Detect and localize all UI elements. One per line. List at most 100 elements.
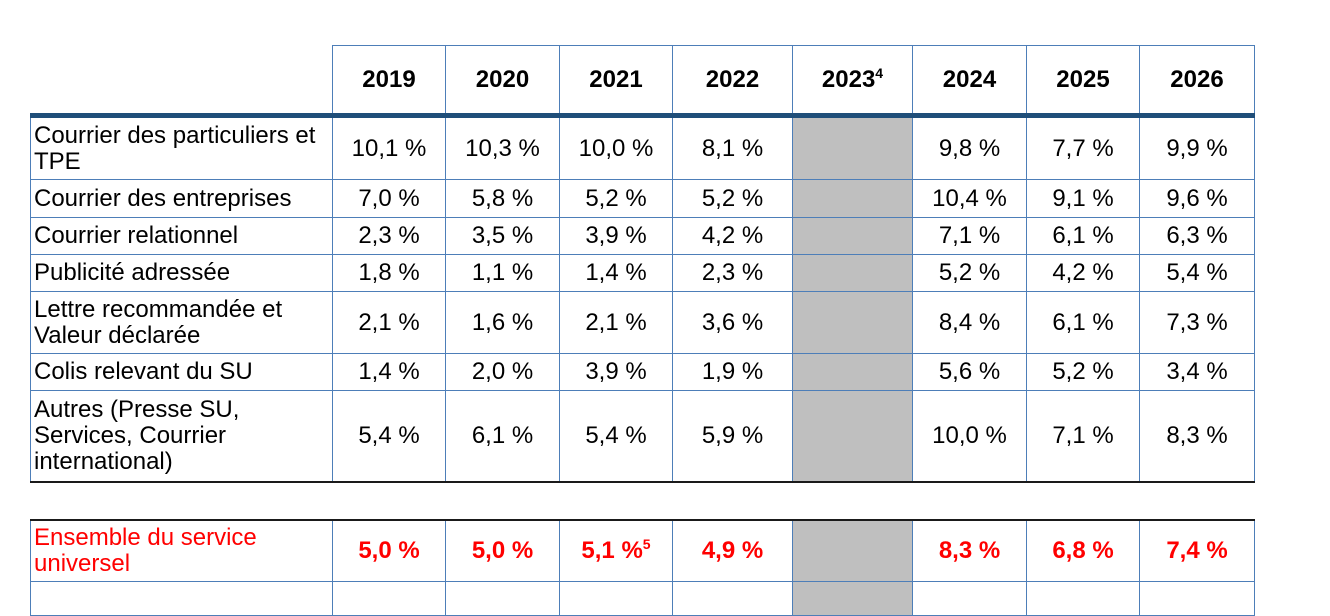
row-label-cell: Courrier des entreprises	[30, 179, 333, 218]
table-row: Courrier des particuliers et TPE 10,1 % 10…	[30, 115, 1255, 180]
value-cell: 9,8 %	[912, 115, 1027, 180]
year-header-2021: 2021	[559, 45, 673, 118]
row-label-cell: Courrier relationnel	[30, 217, 333, 255]
value-cell: 5,2 %	[559, 179, 673, 218]
shaded-2023-cell	[792, 179, 913, 218]
value-cell: 3,4 %	[1139, 353, 1255, 391]
value-cell: 9,6 %	[1139, 179, 1255, 218]
shaded-2023-cell	[792, 519, 913, 582]
value-cell: 5,2 %	[1026, 353, 1140, 391]
value-cell: 8,1 %	[672, 115, 793, 180]
value-cell: 2,0 %	[445, 353, 560, 391]
value-cell: 10,3 %	[445, 115, 560, 180]
year-header-2026: 2026	[1139, 45, 1255, 118]
document-page: 2019 2020 2021 2022 20234 2024 2025 2026 Courri…	[30, 45, 1255, 616]
year-label: 2024	[942, 65, 997, 93]
value-cell: 10,1 %	[332, 115, 446, 180]
summary-value-cell: 4,9 %	[672, 519, 793, 582]
value-cell: 1,8 %	[332, 254, 446, 292]
value-cell: 2,3 %	[672, 254, 793, 292]
tariff-table-header: 2019 2020 2021 2022 20234 2024 2025 2026	[30, 45, 1255, 118]
summary-value-cell: 5,1 %5	[559, 519, 673, 582]
value-cell: 5,4 %	[559, 390, 673, 483]
value-cell: 1,4 %	[559, 254, 673, 292]
year-header-2023: 20234	[792, 45, 913, 118]
empty-cell	[672, 580, 793, 616]
table-row: Lettre recommandée et Valeur déclarée 2,1…	[30, 291, 1255, 354]
shaded-2023-cell	[792, 254, 913, 292]
table-row: Courrier relationnel 2,3 % 3,5 % 3,9 % 4,2 %…	[30, 217, 1255, 255]
table-row: Autres (Presse SU, Services, Courrier in…	[30, 390, 1255, 483]
header-corner-spacer	[30, 45, 333, 118]
summary-table-body: Ensemble du service universel 5,0 % 5,0 % 5…	[30, 519, 1255, 616]
year-label: 2019	[362, 65, 416, 93]
value-cell: 10,0 %	[559, 115, 673, 180]
value-cell: 8,4 %	[912, 291, 1027, 354]
empty-cell	[912, 580, 1027, 616]
footnote-marker-4: 4	[875, 64, 884, 81]
summary-row: Ensemble du service universel 5,0 % 5,0 % 5…	[30, 519, 1255, 582]
value-cell: 4,2 %	[672, 217, 793, 255]
table-row: Colis relevant du SU 1,4 % 2,0 % 3,9 % 1,9 %…	[30, 353, 1255, 391]
value-cell: 3,5 %	[445, 217, 560, 255]
year-header-2020: 2020	[445, 45, 560, 118]
value-cell: 5,4 %	[332, 390, 446, 483]
summary-value-cell: 6,8 %	[1026, 519, 1140, 582]
value-cell: 7,1 %	[912, 217, 1027, 255]
value-cell: 10,4 %	[912, 179, 1027, 218]
value-cell: 7,7 %	[1026, 115, 1140, 180]
cell-text: 5,1 %	[581, 536, 643, 564]
value-cell: 4,2 %	[1026, 254, 1140, 292]
value-cell: 2,3 %	[332, 217, 446, 255]
shaded-2023-cell	[792, 580, 913, 616]
value-cell: 2,1 %	[332, 291, 446, 354]
year-label: 2021	[589, 65, 643, 93]
value-cell: 5,2 %	[912, 254, 1027, 292]
value-cell: 5,2 %	[672, 179, 793, 218]
value-cell: 6,1 %	[445, 390, 560, 483]
empty-cell	[445, 580, 560, 616]
value-cell: 7,1 %	[1026, 390, 1140, 483]
value-cell: 9,9 %	[1139, 115, 1255, 180]
shaded-2023-cell	[792, 115, 913, 180]
table-row: Courrier des entreprises 7,0 % 5,8 % 5,2 % 5…	[30, 179, 1255, 218]
empty-cell	[30, 580, 333, 616]
tariff-evolution-table: 2019 2020 2021 2022 20234 2024 2025 2026 Courri…	[30, 45, 1255, 483]
value-cell: 1,6 %	[445, 291, 560, 354]
shaded-2023-cell	[792, 217, 913, 255]
year-header-2025: 2025	[1026, 45, 1140, 118]
cutoff-row	[30, 580, 1255, 616]
value-cell: 5,4 %	[1139, 254, 1255, 292]
footnote-marker-5: 5	[642, 535, 651, 552]
year-label: 2025	[1056, 65, 1110, 93]
value-cell: 6,1 %	[1026, 291, 1140, 354]
row-label-cell: Lettre recommandée et Valeur déclarée	[30, 291, 333, 354]
empty-cell	[1139, 580, 1255, 616]
year-label: 2023	[821, 65, 876, 93]
row-label-cell: Colis relevant du SU	[30, 353, 333, 391]
value-cell: 5,9 %	[672, 390, 793, 483]
value-cell: 3,9 %	[559, 353, 673, 391]
value-cell: 5,8 %	[445, 179, 560, 218]
value-cell: 3,6 %	[672, 291, 793, 354]
value-cell: 3,9 %	[559, 217, 673, 255]
row-label-cell: Autres (Presse SU, Services, Courrier in…	[30, 390, 333, 483]
empty-cell	[332, 580, 446, 616]
summary-value-cell: 8,3 %	[912, 519, 1027, 582]
table-row: Publicité adressée 1,8 % 1,1 % 1,4 % 2,3 % 5,…	[30, 254, 1255, 292]
value-cell: 6,3 %	[1139, 217, 1255, 255]
tariff-table-body: Courrier des particuliers et TPE 10,1 % 10…	[30, 115, 1255, 483]
shaded-2023-cell	[792, 390, 913, 483]
summary-value-cell: 7,4 %	[1139, 519, 1255, 582]
year-label: 2020	[475, 65, 530, 93]
value-cell: 7,3 %	[1139, 291, 1255, 354]
value-cell: 1,4 %	[332, 353, 446, 391]
empty-cell	[559, 580, 673, 616]
empty-cell	[1026, 580, 1140, 616]
row-label-cell: Courrier des particuliers et TPE	[30, 115, 333, 180]
year-header-2024: 2024	[912, 45, 1027, 118]
year-header-2019: 2019	[332, 45, 446, 118]
year-label: 2026	[1170, 65, 1224, 93]
summary-row-label: Ensemble du service universel	[30, 519, 333, 582]
value-cell: 1,1 %	[445, 254, 560, 292]
